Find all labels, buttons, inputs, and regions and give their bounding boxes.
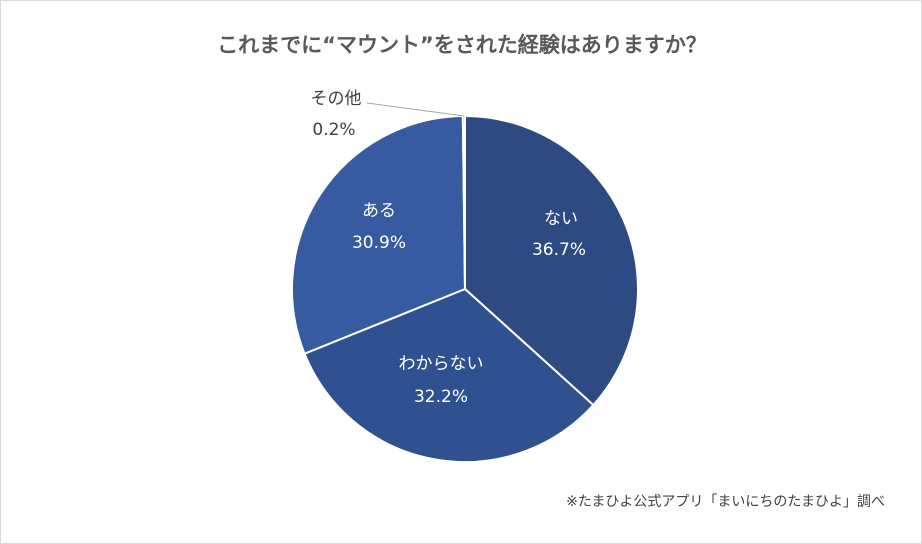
slice-value-nai: 36.7% (531, 240, 586, 260)
leader-line-other (366, 102, 465, 117)
slice-label-other: その他 (310, 89, 362, 109)
slice-value-aru: 30.9% (351, 233, 406, 253)
pie-slice-wakaranai (303, 287, 595, 463)
chart-title: これまでに“マウント”をされた経験はありますか？ (217, 33, 707, 57)
slice-label-nai: ない (544, 209, 578, 229)
pie-slice-nai (464, 114, 639, 407)
slice-label-aru: ある (362, 201, 396, 221)
source-note: ※たまひよ公式アプリ「まいにちのたまひよ」調べ (566, 494, 885, 510)
slice-value-other: 0.2% (312, 120, 356, 140)
slice-value-wakaranai: 32.2% (413, 387, 468, 407)
pie-slice-aru (291, 115, 467, 355)
slice-label-wakaranai: わからない (398, 354, 484, 374)
